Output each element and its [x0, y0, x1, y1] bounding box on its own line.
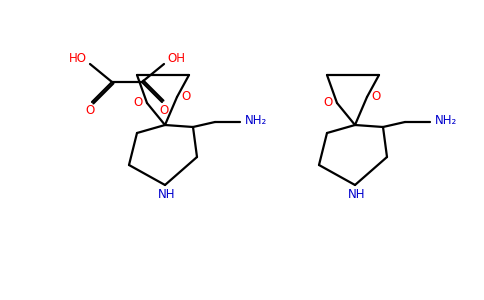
Text: NH₂: NH₂ [245, 113, 267, 127]
Text: O: O [134, 97, 143, 110]
Text: HO: HO [69, 52, 87, 65]
Text: OH: OH [167, 52, 185, 65]
Text: NH: NH [348, 188, 366, 202]
Text: NH₂: NH₂ [435, 113, 457, 127]
Text: O: O [159, 103, 168, 116]
Text: O: O [182, 91, 191, 103]
Text: NH: NH [158, 188, 176, 202]
Text: O: O [371, 91, 380, 103]
Text: O: O [85, 103, 95, 116]
Text: O: O [323, 97, 333, 110]
